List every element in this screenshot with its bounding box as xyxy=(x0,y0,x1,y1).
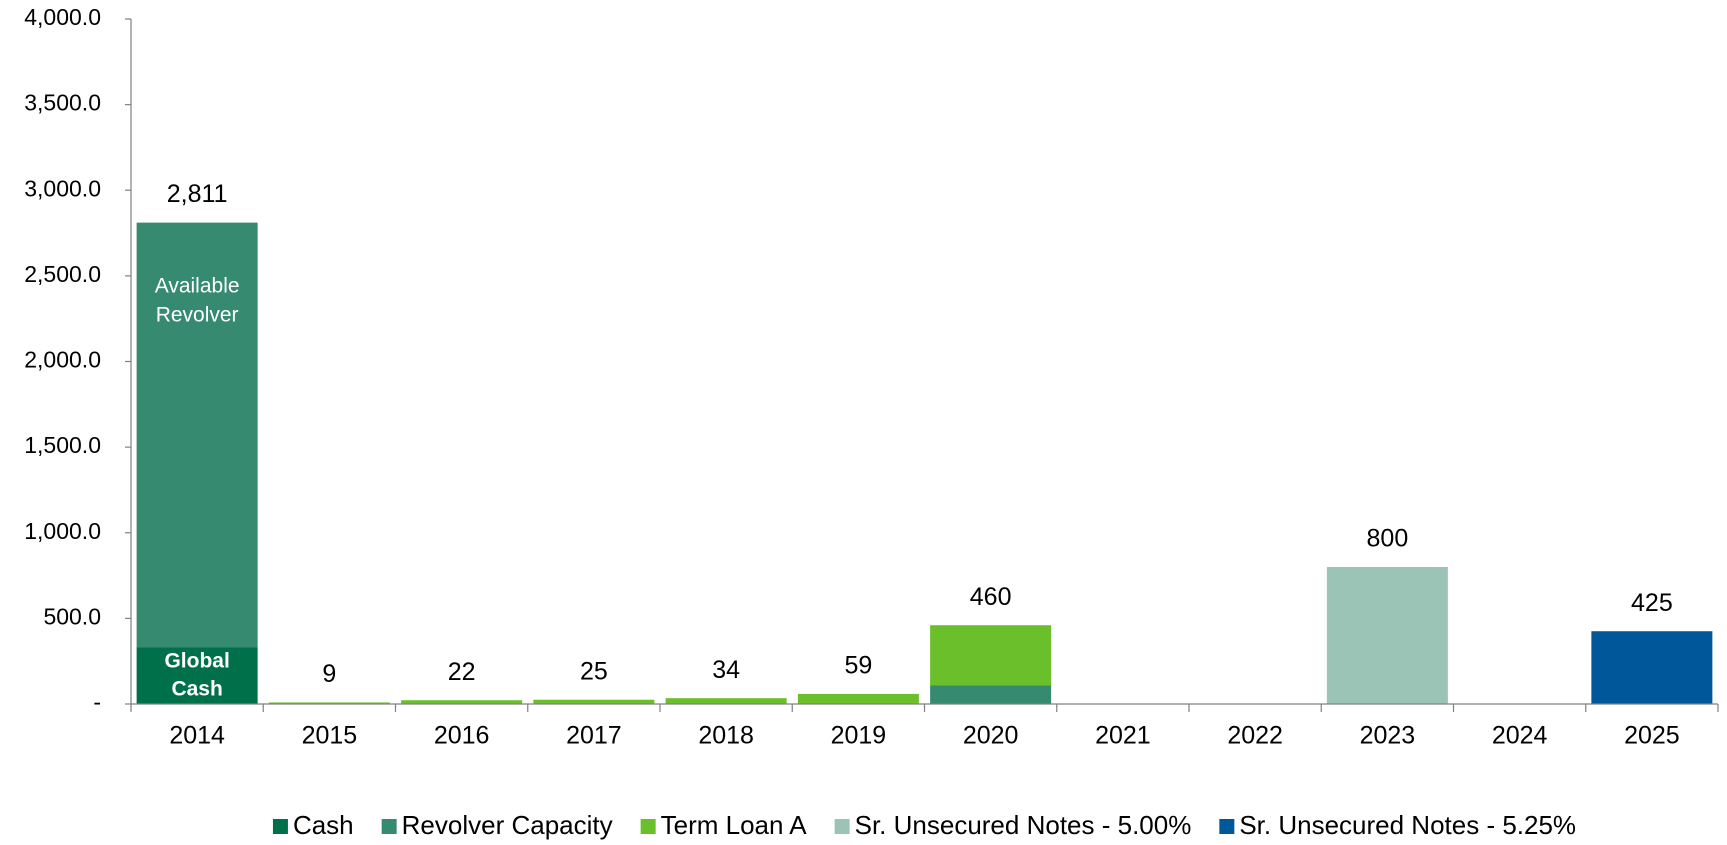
y-tick-label: 4,000.0 xyxy=(24,4,101,30)
legend-swatch xyxy=(640,819,656,834)
x-tick-label: 2021 xyxy=(1095,722,1151,750)
total-label: 25 xyxy=(580,657,608,685)
total-label: 9 xyxy=(322,660,336,688)
y-tick-label: 1,500.0 xyxy=(24,432,101,458)
x-tick-label: 2022 xyxy=(1227,722,1283,750)
legend-swatch xyxy=(834,819,850,834)
legend-item: Sr. Unsecured Notes - 5.00% xyxy=(834,810,1192,840)
legend-label: Cash xyxy=(293,810,354,840)
total-label: 460 xyxy=(970,583,1012,611)
legend-label: Revolver Capacity xyxy=(402,810,613,840)
legend-swatch xyxy=(272,819,288,834)
total-label: 425 xyxy=(1631,589,1673,617)
x-tick-label: 2015 xyxy=(302,722,358,750)
annotation: Cash xyxy=(171,678,222,701)
legend-label: Sr. Unsecured Notes - 5.00% xyxy=(855,810,1192,840)
legend-item: Sr. Unsecured Notes - 5.25% xyxy=(1219,810,1576,840)
y-tick-label: 2,000.0 xyxy=(24,347,101,373)
y-tick-label: - xyxy=(93,689,101,715)
x-tick-label: 2020 xyxy=(963,722,1019,750)
bar-segment xyxy=(930,625,1052,686)
annotation: Revolver xyxy=(156,304,239,327)
annotation: Available xyxy=(155,275,240,298)
legend-swatch xyxy=(1219,819,1235,834)
total-label: 59 xyxy=(844,652,872,680)
total-label: 800 xyxy=(1367,525,1409,553)
bar-segment xyxy=(1326,567,1448,704)
x-tick-label: 2023 xyxy=(1360,722,1416,750)
total-label: 2,811 xyxy=(167,180,228,208)
bar-segment xyxy=(930,685,1052,704)
y-tick-label: 1,000.0 xyxy=(24,518,101,544)
x-tick-label: 2024 xyxy=(1492,722,1548,750)
bar-segment xyxy=(268,702,390,704)
annotation: Global xyxy=(164,650,229,673)
legend-swatch xyxy=(381,819,397,834)
y-tick-label: 3,500.0 xyxy=(24,90,101,116)
legend-item: Revolver Capacity xyxy=(381,810,613,840)
legend-item: Cash xyxy=(272,810,354,840)
legend-item: Term Loan A xyxy=(640,810,808,840)
bar-segment xyxy=(533,699,655,704)
total-label: 22 xyxy=(448,658,476,686)
y-tick-label: 500.0 xyxy=(43,603,101,629)
bar-segment xyxy=(665,698,787,704)
bar-segment xyxy=(1591,631,1713,704)
x-tick-label: 2016 xyxy=(434,722,490,750)
bar-segment xyxy=(136,647,258,704)
legend-label: Sr. Unsecured Notes - 5.25% xyxy=(1239,810,1576,840)
bar-segment xyxy=(401,700,523,704)
x-tick-label: 2017 xyxy=(566,722,622,750)
x-tick-label: 2014 xyxy=(169,722,225,750)
legend-label: Term Loan A xyxy=(661,810,808,840)
x-tick-label: 2025 xyxy=(1624,722,1680,750)
y-tick-label: 3,000.0 xyxy=(24,175,101,201)
x-tick-label: 2019 xyxy=(831,722,887,750)
y-tick-label: 2,500.0 xyxy=(24,261,101,287)
total-label: 34 xyxy=(712,656,740,684)
bar-segment xyxy=(797,693,919,704)
bar-segment xyxy=(136,222,258,648)
x-tick-label: 2018 xyxy=(698,722,754,750)
